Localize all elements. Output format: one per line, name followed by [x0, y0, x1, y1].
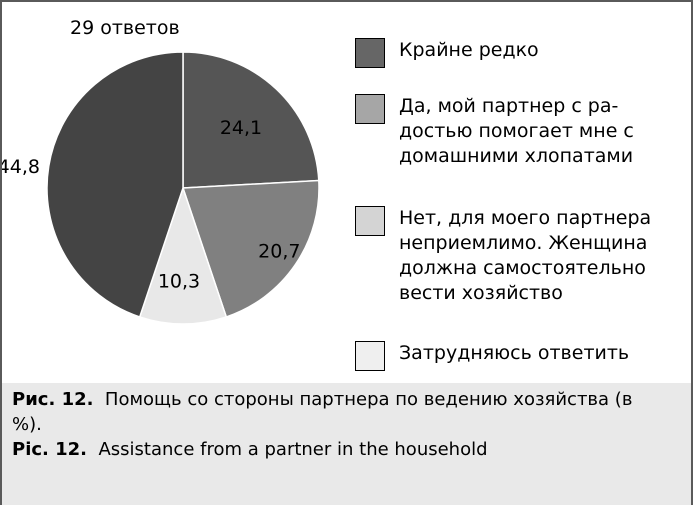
- legend-swatch: [355, 341, 385, 371]
- chart-title: 29 ответов: [70, 17, 180, 39]
- pie-slice: [46, 51, 184, 318]
- pie-slice: [138, 185, 228, 325]
- legend-item-yes-helps: Да, мой партнер с ра- достью помогает мн…: [355, 94, 689, 169]
- slice-value-label: 24,1: [220, 117, 262, 139]
- legend-label: Нет, для моего партнера неприемлимо. Жен…: [399, 207, 652, 304]
- legend-swatch: [355, 206, 385, 236]
- legend-item-rarely: Крайне редко: [355, 38, 689, 68]
- pie-chart: 29 ответов 24,1 20,7 10,3 44,8: [2, 17, 320, 325]
- legend-item-hard-to-say: Затрудняюсь ответить: [355, 341, 689, 371]
- slice-value-label: 20,7: [258, 241, 300, 263]
- slice-value-label: 10,3: [158, 271, 200, 293]
- caption-en: Pic. 12. Assistance from a partner in th…: [12, 437, 488, 462]
- caption-ru-text: Помощь со стороны партнера по ведению хо…: [12, 389, 633, 435]
- legend-label: Затрудняюсь ответить: [399, 342, 630, 364]
- caption-en-label: Pic. 12.: [12, 439, 88, 460]
- pie-slice: [182, 51, 320, 189]
- pie-slice: [181, 179, 320, 318]
- slice-value-label: 44,8: [2, 156, 40, 178]
- legend-label: Да, мой партнер с ра- достью помогает мн…: [399, 95, 634, 167]
- figure-caption: Рис. 12. Помощь со стороны партнера по в…: [2, 383, 691, 505]
- caption-en-text: Assistance from a partner in the househo…: [98, 439, 488, 460]
- caption-ru-label: Рис. 12.: [12, 389, 94, 410]
- caption-ru: Рис. 12. Помощь со стороны партнера по в…: [12, 387, 662, 437]
- legend-swatch: [355, 38, 385, 68]
- legend-swatch: [355, 94, 385, 124]
- legend-item-no-unacceptable: Нет, для моего партнера неприемлимо. Жен…: [355, 206, 689, 306]
- legend-label: Крайне редко: [399, 39, 539, 61]
